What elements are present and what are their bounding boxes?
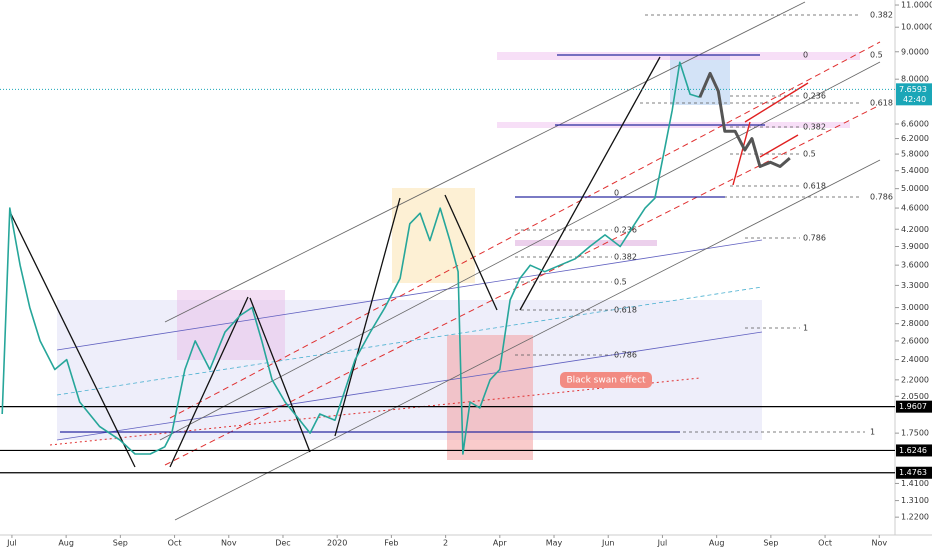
x-tick-label: Oct <box>168 539 182 548</box>
y-tick-label: 3.9000 <box>901 242 929 251</box>
last-price-tag <box>896 83 932 106</box>
y-tick-label: 1.3100 <box>901 496 929 505</box>
x-tick-label: Dec <box>275 539 290 548</box>
y-tick-label: 2.8000 <box>901 319 929 328</box>
fib-label: 0.382 <box>870 11 893 20</box>
fib-labels: 0.382 0 0.5 0.236 0.618 0.382 0.5 0.618 … <box>614 11 893 437</box>
y-tick-label: 5.8000 <box>901 150 929 159</box>
trend-line <box>164 1 806 323</box>
x-tick-label: Sep <box>113 539 128 548</box>
fib-label: 1 <box>803 324 808 333</box>
x-tick-label: Jul <box>657 539 668 548</box>
x-tick-label: Nov <box>871 539 887 548</box>
y-tick-label: 1.2200 <box>901 513 929 522</box>
x-tick-label: 2 <box>443 539 448 548</box>
x-tick-label: Feb <box>384 539 398 548</box>
channel-zone <box>57 300 762 440</box>
fib-label: 0.786 <box>803 234 826 243</box>
level-label: 1.4763 <box>899 468 927 477</box>
y-tick-label: 6.6000 <box>901 119 929 128</box>
fib-label: 0.382 <box>614 253 637 262</box>
zone-band <box>497 52 860 60</box>
zone-band <box>515 240 657 246</box>
countdown-label: 42:40 <box>903 95 926 104</box>
price-line <box>698 71 791 168</box>
fib-label: 0.5 <box>803 150 816 159</box>
fib-label: 0.236 <box>614 226 637 235</box>
trend-dotted <box>49 377 701 446</box>
x-tick-label: 2020 <box>327 539 347 548</box>
last-price-label: 7.6593 <box>899 85 927 94</box>
fib-label: 0.786 <box>614 351 637 360</box>
y-tick-label: 9.0000 <box>901 47 929 56</box>
price-line <box>1 61 701 455</box>
fib-label: 0.618 <box>614 306 637 315</box>
fib-label: 0.5 <box>614 278 627 287</box>
x-tick-label: Aug <box>709 539 725 548</box>
x-tick-label: Sep <box>763 539 778 548</box>
wave-arrows <box>9 56 661 468</box>
x-tick-label: Apr <box>493 539 508 548</box>
fib-label: 0.786 <box>870 193 893 202</box>
fib-label: 0 <box>614 189 619 198</box>
projection-arrows <box>732 82 809 186</box>
fib-label: 0 <box>803 51 808 60</box>
y-tick-label: 3.0000 <box>901 303 929 312</box>
y-tick-label: 4.6000 <box>901 204 929 213</box>
x-tick-label: Aug <box>58 539 74 548</box>
y-tick-label: 2.4000 <box>901 355 929 364</box>
callout-box <box>560 372 652 388</box>
level-label: 1.6246 <box>899 446 927 455</box>
y-tick-label: 1.4100 <box>901 479 929 488</box>
level-tag <box>896 400 932 413</box>
y-tick-label: 11.0000 <box>901 1 932 10</box>
trend-line <box>174 159 881 521</box>
y-tick-label: 3.3000 <box>901 281 929 290</box>
level-tag <box>896 466 932 479</box>
x-tick-label: Nov <box>221 539 237 548</box>
y-tick-label: 5.4000 <box>901 166 929 175</box>
trend-dashed <box>169 41 881 419</box>
callout-text: Black swan effect <box>566 376 646 386</box>
x-tick-label: Oct <box>818 539 832 548</box>
fib-label: 1 <box>870 428 875 437</box>
x-tick-label: Jul <box>6 539 17 548</box>
y-tick-label: 2.6000 <box>901 336 929 345</box>
y-tick-label: 2.2000 <box>901 375 929 384</box>
fib-label: 0.5 <box>870 51 883 60</box>
y-tick-label: 8.0000 <box>901 75 929 84</box>
drawings: 0.382 0 0.5 0.236 0.618 0.382 0.5 0.618 … <box>9 1 893 521</box>
fib-label: 0.236 <box>803 92 826 101</box>
x-tick-label: May <box>546 539 563 548</box>
y-tick-label: 4.2000 <box>901 225 929 234</box>
y-tick-label: 2.0500 <box>901 392 929 401</box>
channel-line <box>56 239 763 351</box>
fib-lines <box>515 14 865 433</box>
fib-solid <box>60 54 765 433</box>
fib-label: 0.618 <box>803 182 826 191</box>
zone-box <box>392 188 475 283</box>
y-tick-label: 3.6000 <box>901 261 929 270</box>
fib-label: 0.618 <box>870 99 893 108</box>
y-tick-label: 10.0000 <box>901 23 932 32</box>
y-tick-label: 5.0000 <box>901 184 929 193</box>
level-tag <box>896 444 932 457</box>
fib-label: 0.382 <box>803 123 826 132</box>
trend-dashed <box>164 104 881 466</box>
level-label: 1.9607 <box>899 402 927 411</box>
y-tick-label: 6.2000 <box>901 134 929 143</box>
y-tick-label: 1.7500 <box>901 429 929 438</box>
x-tick-label: Jun <box>601 539 615 548</box>
